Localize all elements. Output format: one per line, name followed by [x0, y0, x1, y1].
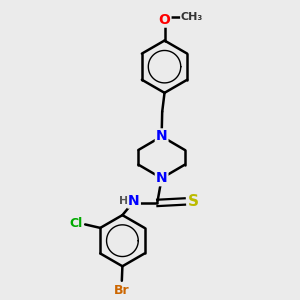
Text: Cl: Cl — [69, 217, 82, 230]
Text: N: N — [156, 171, 167, 185]
Text: N: N — [156, 129, 167, 143]
Text: N: N — [128, 194, 140, 208]
Text: S: S — [188, 194, 199, 209]
Text: Br: Br — [114, 284, 130, 297]
Text: CH₃: CH₃ — [181, 12, 203, 22]
Text: H: H — [119, 196, 128, 206]
Text: O: O — [159, 13, 170, 27]
